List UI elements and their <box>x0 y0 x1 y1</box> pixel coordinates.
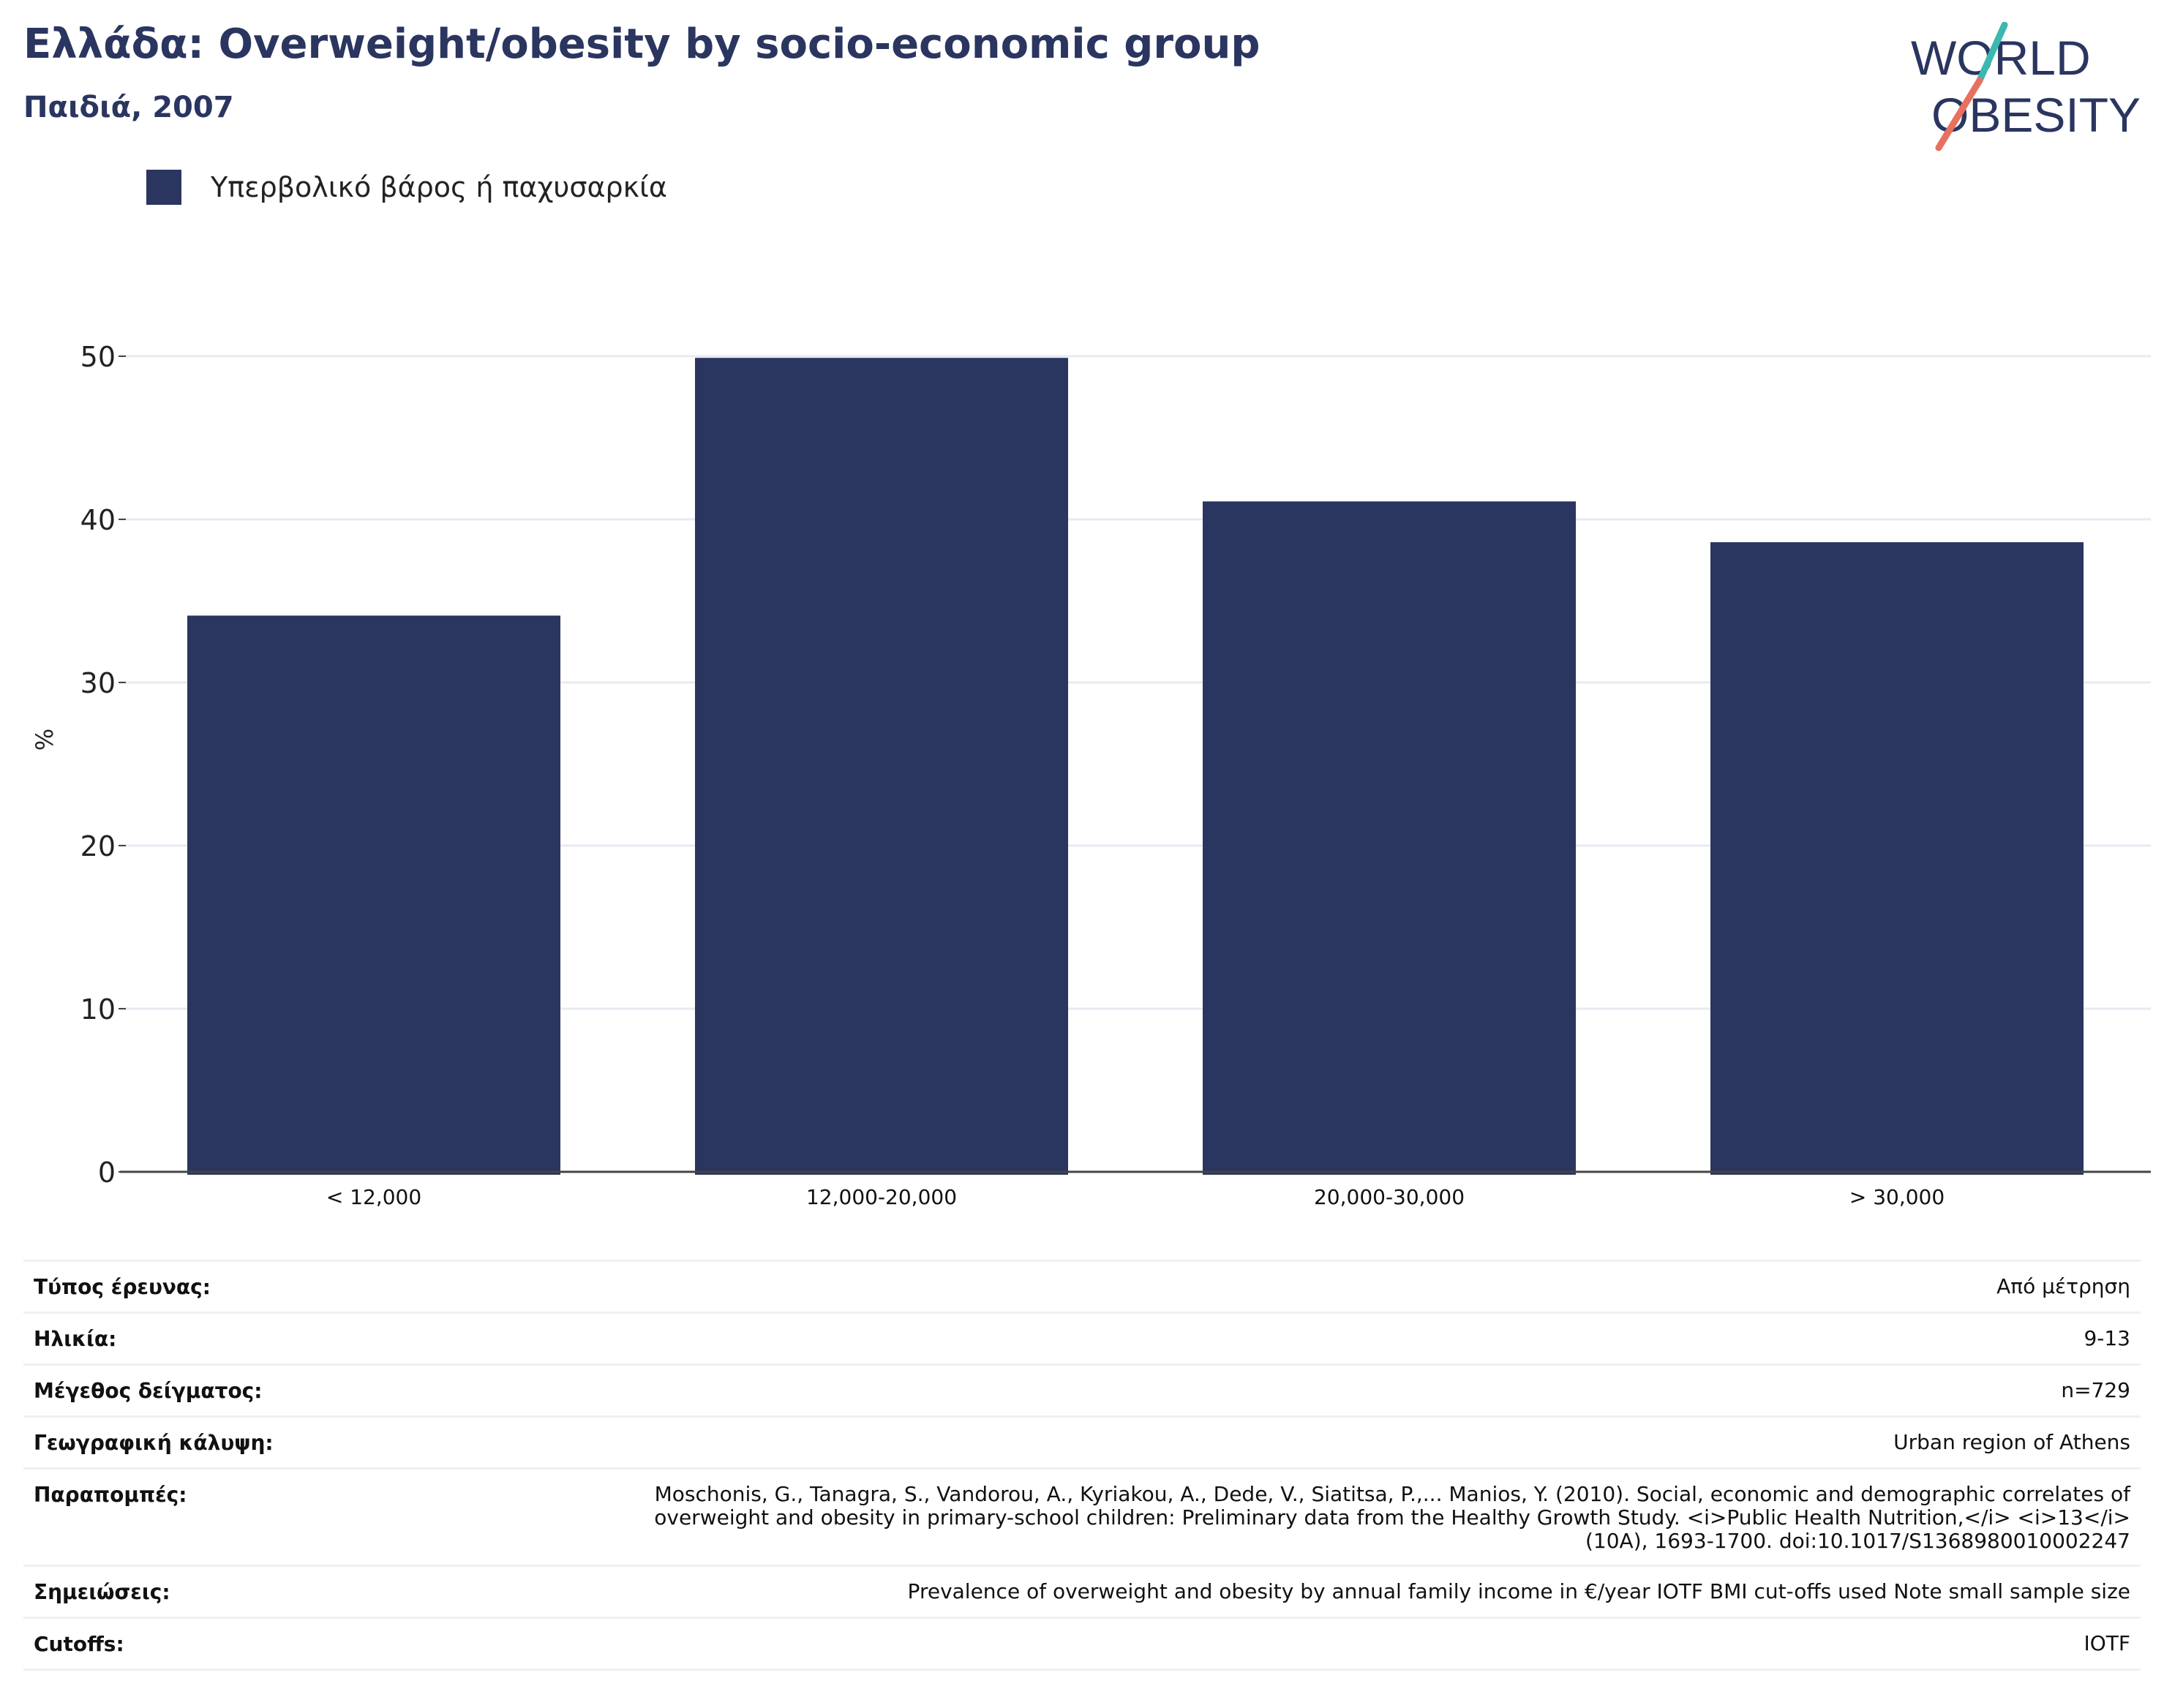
details-row: Σημειώσεις: Prevalence of overweight and … <box>23 1567 2141 1619</box>
logo-slash-top <box>1976 22 2008 84</box>
y-tick-label: 20 <box>80 830 116 862</box>
details-value: Moschonis, G., Tanagra, S., Vandorou, A.… <box>654 1482 2130 1553</box>
bar <box>187 615 560 1175</box>
bar <box>1203 501 1576 1175</box>
details-value: Prevalence of overweight and obesity by … <box>907 1579 2130 1603</box>
y-tick-label: 50 <box>80 341 116 373</box>
details-row: Cutoffs: IOTF <box>23 1619 2141 1671</box>
details-key: Παραπομπές: <box>34 1483 187 1507</box>
details-table: Τύπος έρευνας: Από μέτρηση Ηλικία: 9-13 Μέγε… <box>23 1260 2141 1671</box>
details-key: Ηλικία: <box>34 1327 117 1351</box>
legend-swatch <box>146 170 181 205</box>
x-tick-label: 12,000-20,000 <box>806 1185 957 1209</box>
x-tick-label: 20,000-30,000 <box>1314 1185 1465 1209</box>
details-key: Γεωγραφική κάλυψη: <box>34 1431 274 1455</box>
details-value: IOTF <box>2084 1631 2130 1655</box>
details-value: n=729 <box>2061 1378 2130 1402</box>
x-tick-label: > 30,000 <box>1849 1185 1945 1209</box>
y-axis-label: % <box>31 729 59 750</box>
details-value: Από μέτρηση <box>1996 1274 2130 1298</box>
bar <box>1710 542 2084 1175</box>
details-key: Cutoffs: <box>34 1632 124 1656</box>
bar-chart: 0 10 20 30 40 50% < 12,000 12,000-20,000 20,000-… <box>31 341 2151 1209</box>
details-row: Γεωγραφική κάλυψη: Urban region of Athens <box>23 1418 2141 1470</box>
world-obesity-logo: WORLD OBESITY <box>1911 22 2141 151</box>
details-key: Σημειώσεις: <box>34 1580 170 1604</box>
legend: Υπερβολικό βάρος ή παχυσαρκία <box>146 170 667 205</box>
details-value: 9-13 <box>2084 1326 2130 1350</box>
y-tick-label: 0 <box>98 1156 116 1189</box>
y-tick-label: 30 <box>80 667 116 699</box>
y-tick-label: 10 <box>80 993 116 1026</box>
chart-title: Ελλάδα: Overweight/obesity by socio-econ… <box>23 20 1261 68</box>
logo-line-2: OBESITY <box>1931 88 2141 142</box>
y-tick-label: 40 <box>80 504 116 536</box>
chart-subtitle: Παιδιά, 2007 <box>23 91 234 124</box>
x-tick-label: < 12,000 <box>326 1185 421 1209</box>
logo-slash-bottom <box>1935 77 1983 151</box>
bar <box>695 358 1068 1175</box>
details-row: Παραπομπές: Moschonis, G., Tanagra, S., V… <box>23 1470 2141 1567</box>
legend-label: Υπερβολικό βάρος ή παχυσαρκία <box>211 171 667 203</box>
details-row: Ηλικία: 9-13 <box>23 1314 2141 1366</box>
details-value: Urban region of Athens <box>1893 1430 2130 1454</box>
details-row: Μέγεθος δείγματος: n=729 <box>23 1366 2141 1418</box>
details-key: Μέγεθος δείγματος: <box>34 1379 263 1403</box>
details-row: Τύπος έρευνας: Από μέτρηση <box>23 1262 2141 1314</box>
details-key: Τύπος έρευνας: <box>34 1275 211 1299</box>
